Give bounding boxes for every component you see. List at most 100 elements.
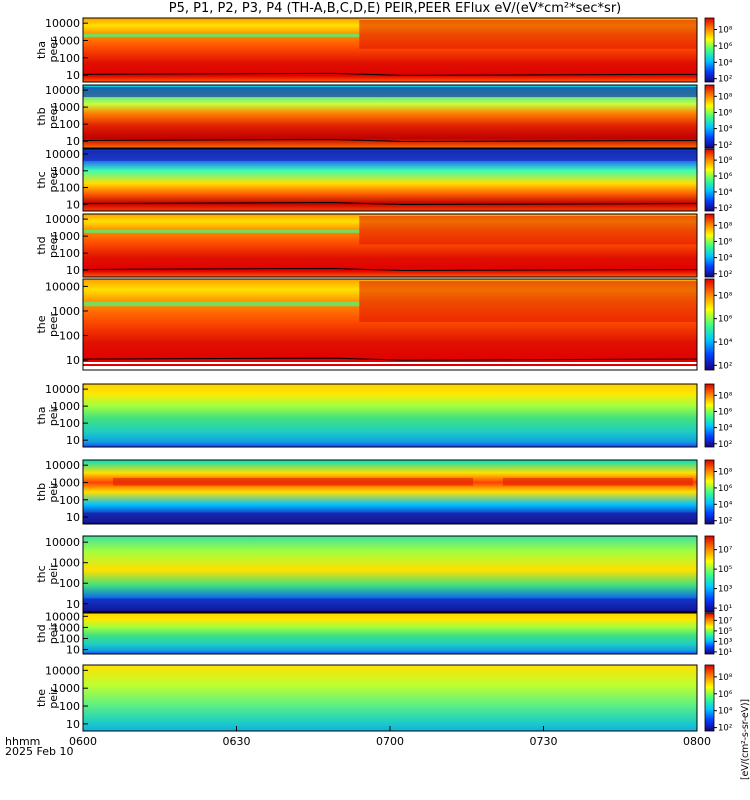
colorbar-tick-label: 10²	[718, 204, 732, 214]
panel-label: thdpeer	[35, 233, 60, 259]
x-tick-label: 0800	[683, 735, 711, 748]
panel-label-probe: thd	[35, 236, 48, 254]
y-tick-label: 1000	[52, 682, 80, 695]
panel-label: thapeir	[35, 404, 60, 426]
y-tick-label: 10	[66, 198, 80, 211]
panel-label: thepeer	[35, 312, 60, 338]
y-tick-label: 10000	[45, 536, 80, 549]
colorbar-tick-label: 10⁶	[718, 108, 733, 118]
colorbar-tick-label: 10¹	[718, 648, 732, 658]
y-tick-label: 10	[66, 644, 80, 657]
panel-label-probe: thc	[35, 171, 48, 188]
panel-label-product: peer	[47, 104, 60, 130]
spacecraft-potential-trace	[82, 202, 698, 206]
y-tick-label: 10	[66, 511, 80, 524]
panel-label-probe: tha	[35, 41, 48, 59]
panel-thc-peir: 10 100 1000 10000 thcpeir 10¹ 10³ 10⁵ 10⁷	[35, 535, 733, 614]
colorbar	[704, 612, 715, 655]
panel-frame	[82, 383, 698, 448]
panel-frame	[82, 17, 698, 83]
colorbar-tick-label: 10⁷	[718, 616, 733, 626]
panel-frame	[82, 213, 698, 278]
colorbar-tick-label: 10⁶	[718, 42, 733, 52]
colorbar	[704, 383, 715, 448]
y-tick-label: 10	[66, 434, 80, 447]
colorbar	[704, 17, 715, 83]
colorbar-tick-label: 10⁶	[718, 484, 733, 494]
x-axis-date-label: 2025 Feb 10	[5, 745, 73, 758]
y-tick-label: 10000	[45, 664, 80, 677]
colorbar-tick-label: 10²	[718, 75, 732, 85]
colorbar-tick-label: 10⁶	[718, 315, 733, 325]
panel-label-probe: thd	[35, 624, 48, 642]
spacecraft-potential-trace	[82, 72, 698, 76]
y-tick-label: 1000	[52, 557, 80, 570]
panel-label-product: peer	[47, 37, 60, 63]
y-tick-label: 1000	[52, 230, 80, 243]
activity-band	[113, 477, 473, 486]
panel-label-product: peer	[47, 167, 60, 193]
spectrogram-fill	[83, 613, 697, 654]
panel-frame	[82, 148, 698, 212]
figure-title: P5, P1, P2, P3, P4 (TH-A,B,C,D,E) PEIR,P…	[168, 1, 622, 16]
panel-label-product: peir	[47, 622, 60, 644]
panel-label-product: peer	[47, 233, 60, 259]
colorbar-tick-label: 10⁴	[718, 338, 733, 348]
colorbar-tick-label: 10⁸	[718, 25, 733, 35]
colorbar-tick-label: 10³	[718, 637, 732, 647]
colorbar-tick-label: 10⁸	[718, 673, 733, 683]
panel-label: thdpeir	[35, 622, 60, 644]
colorbar-tick-label: 10⁴	[718, 188, 733, 198]
y-tick-label: 10000	[45, 148, 80, 161]
y-tick-label: 1000	[52, 476, 80, 489]
colorbar-tick-label: 10²	[718, 724, 732, 734]
y-tick-label: 10	[66, 598, 80, 611]
colorbar	[704, 213, 715, 278]
panel-frame	[82, 612, 698, 655]
panel-thd-peer: 10 100 1000 10000 thdpeer 10² 10⁴ 10⁶ 10⁸	[35, 213, 733, 280]
y-tick-label: 1000	[52, 101, 80, 114]
y-tick-label: 1000	[52, 621, 80, 634]
spectrogram-fill	[83, 384, 697, 447]
activity-band	[359, 20, 697, 49]
y-tick-label: 10	[66, 135, 80, 148]
spacecraft-potential-trace	[82, 357, 698, 361]
colorbar-tick-label: 10⁶	[718, 237, 733, 247]
y-tick-label: 100	[59, 700, 80, 713]
y-tick-label: 10000	[45, 213, 80, 226]
panel-thb-peer: 10 100 1000 10000 thbpeer 10² 10⁴ 10⁶ 10⁸	[35, 84, 733, 151]
colorbar-tick-label: 10⁵	[718, 565, 732, 575]
noise-band	[83, 87, 697, 98]
panel-label: thbpeer	[35, 104, 60, 130]
y-tick-label: 10	[66, 718, 80, 731]
colorbar-tick-label: 10⁵	[718, 627, 732, 637]
y-tick-label: 10000	[45, 280, 80, 293]
colorbar-tick-label: 10⁸	[718, 467, 733, 477]
panel-frame	[82, 84, 698, 149]
y-tick-label: 10	[66, 264, 80, 277]
spacecraft-potential-trace	[82, 138, 698, 142]
activity-band	[359, 281, 697, 322]
y-tick-label: 100	[59, 330, 80, 343]
colorbar-tick-label: 10⁸	[718, 92, 733, 102]
colorbar-tick-label: 10⁶	[718, 690, 733, 700]
colorbar	[704, 459, 715, 525]
panel-label-product: peir	[47, 563, 60, 585]
panel-frame	[82, 459, 698, 525]
colorbar-tick-label: 10⁴	[718, 707, 733, 717]
spacecraft-potential-trace	[82, 267, 698, 271]
y-tick-label: 10000	[45, 383, 80, 396]
y-tick-label: 10000	[45, 84, 80, 97]
panel-label-probe: thb	[35, 107, 48, 125]
colorbar-tick-label: 10⁸	[718, 291, 733, 301]
panel-label: thcpeir	[35, 563, 60, 585]
colorbar-tick-label: 10³	[718, 585, 732, 595]
spectrogram-fill	[83, 665, 697, 731]
y-tick-label: 100	[59, 494, 80, 507]
colorbar-tick-label: 10²	[718, 440, 732, 450]
beam-line	[83, 301, 360, 307]
colorbar	[704, 148, 715, 212]
y-tick-label: 10000	[45, 17, 80, 30]
panel-label: thcpeer	[35, 167, 60, 193]
